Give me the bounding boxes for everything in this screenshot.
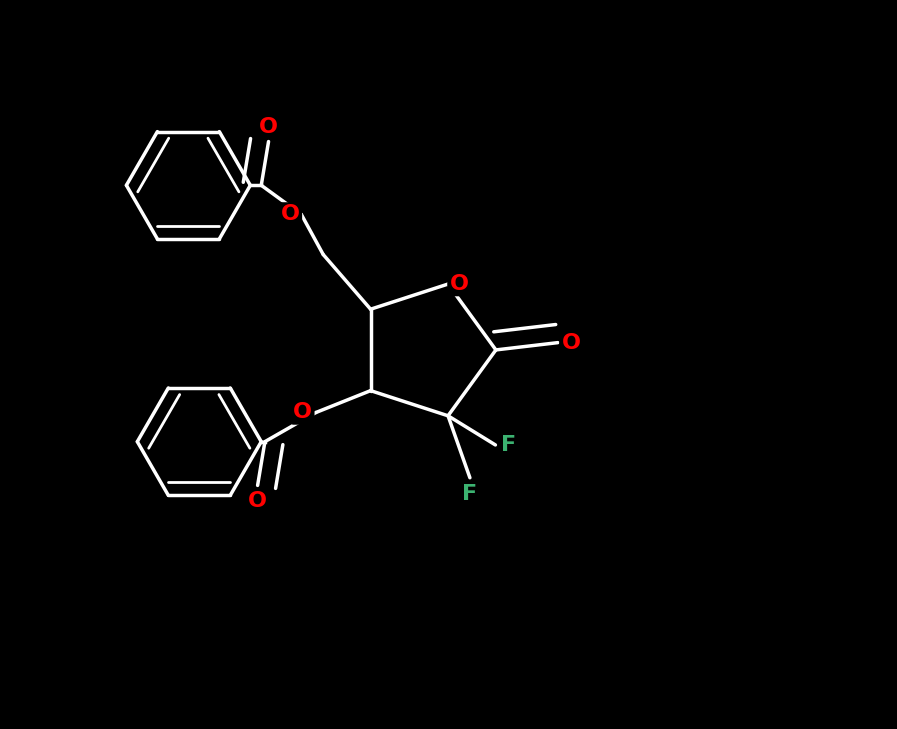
Text: F: F <box>501 435 516 455</box>
Text: O: O <box>281 204 300 225</box>
Text: O: O <box>293 402 312 423</box>
Text: O: O <box>562 332 580 353</box>
Text: O: O <box>248 491 267 512</box>
Text: O: O <box>449 274 468 294</box>
Text: O: O <box>259 117 278 137</box>
Text: F: F <box>462 484 477 504</box>
